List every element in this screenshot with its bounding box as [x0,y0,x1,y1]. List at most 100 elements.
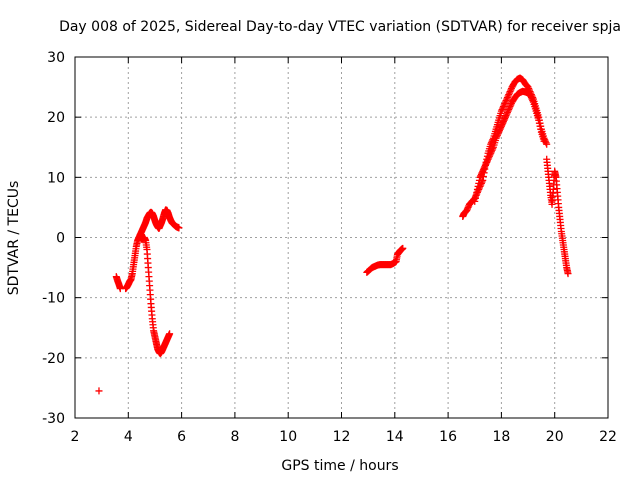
x-tick-label: 22 [599,429,617,445]
data-point-marker [493,133,501,141]
data-point-marker [474,182,482,190]
x-tick-label: 10 [279,429,297,445]
x-axis-label: GPS time / hours [281,458,398,474]
y-axis-label: SDTVAR / TECUs [6,181,22,296]
x-tick-label: 18 [492,429,510,445]
data-point-marker [535,119,543,127]
data-point-marker [499,103,507,111]
data-point-marker [527,92,535,100]
data-point-marker [507,86,515,94]
data-point-marker [487,149,495,157]
data-point-marker [482,160,490,168]
data-point-marker [497,124,505,132]
data-point-marker [536,122,544,130]
data-point-marker [498,106,506,114]
data-point-marker [500,116,508,124]
data-point-marker [471,194,479,202]
data-point-marker [506,88,514,96]
data-point-marker [540,137,548,145]
data-point-marker [503,94,511,102]
data-point-marker [473,185,481,193]
data-point-marker [481,161,489,169]
data-point-marker [564,270,572,278]
data-point-marker [477,170,485,178]
data-point-marker [483,157,491,165]
x-tick-label: 12 [333,429,351,445]
data-point-marker [464,203,472,211]
data-point-marker [495,127,503,135]
data-point-marker [485,154,493,162]
data-point-marker [505,104,513,112]
data-point-marker [507,101,515,109]
data-point-marker [499,118,507,126]
data-point-marker [501,100,509,108]
data-point-marker [501,98,509,106]
data-point-marker [500,101,508,109]
data-point-marker [505,106,513,114]
x-tick-label: 20 [546,429,564,445]
data-point-marker [524,83,532,91]
y-tick-label: 20 [47,110,65,126]
data-point-marker [501,113,509,121]
data-point-marker [483,158,491,166]
data-point-marker [493,131,501,139]
data-point-marker [489,145,497,153]
data-point-marker [175,224,183,232]
data-point-marker [503,110,511,118]
data-point-marker [479,166,487,174]
y-tick-label: 30 [47,50,65,66]
y-tick-label: -10 [42,291,65,307]
data-point-marker [494,130,502,138]
data-point-marker [478,169,486,177]
data-point-marker [477,172,485,180]
data-point-marker [476,173,484,181]
data-point-marker [506,103,514,111]
data-points [95,74,572,395]
data-point-marker [497,107,505,115]
data-point-marker [498,121,506,129]
data-point-marker [535,116,543,124]
data-point-marker [529,97,537,105]
data-point-marker [463,205,471,213]
x-tick-label: 6 [177,429,186,445]
data-point-marker [486,151,494,159]
data-point-marker [475,179,483,187]
data-point-marker [527,94,535,102]
data-point-marker [484,155,492,163]
data-point-marker [528,95,536,103]
data-point-marker [502,112,510,120]
data-point-marker [496,125,504,133]
x-tick-label: 2 [71,429,80,445]
x-tick-label: 8 [230,429,239,445]
data-point-marker [95,387,103,395]
data-point-marker [399,244,407,252]
data-point-marker [503,109,511,117]
data-point-marker [492,134,500,142]
data-point-marker [480,164,488,172]
chart-title: Day 008 of 2025, Sidereal Day-to-day VTE… [59,19,621,35]
x-tick-label: 14 [386,429,404,445]
x-tick-label: 4 [124,429,133,445]
axis-ticks [74,56,609,419]
data-point-marker [463,206,471,214]
tick-labels: 2 4 6 8 10 12 14 16 18 20 22 -30 -20 -10 0 10 20 30 [42,50,617,445]
data-point-marker [471,197,479,205]
data-point-marker [499,119,507,127]
data-point-marker [497,122,505,130]
data-point-marker [488,146,496,154]
y-tick-label: -20 [42,351,65,367]
data-point-marker [475,176,483,184]
data-point-marker [495,128,503,136]
y-tick-label: 10 [47,170,65,186]
y-tick-label: 0 [56,231,65,247]
grid-lines [75,57,608,418]
data-point-marker [472,191,480,199]
data-point-marker [485,152,493,160]
data-point-marker [166,330,174,338]
data-point-marker [481,163,489,171]
data-point-marker [502,97,510,105]
data-point-marker [505,91,513,99]
data-point-marker [473,188,481,196]
data-point-marker [487,148,495,156]
